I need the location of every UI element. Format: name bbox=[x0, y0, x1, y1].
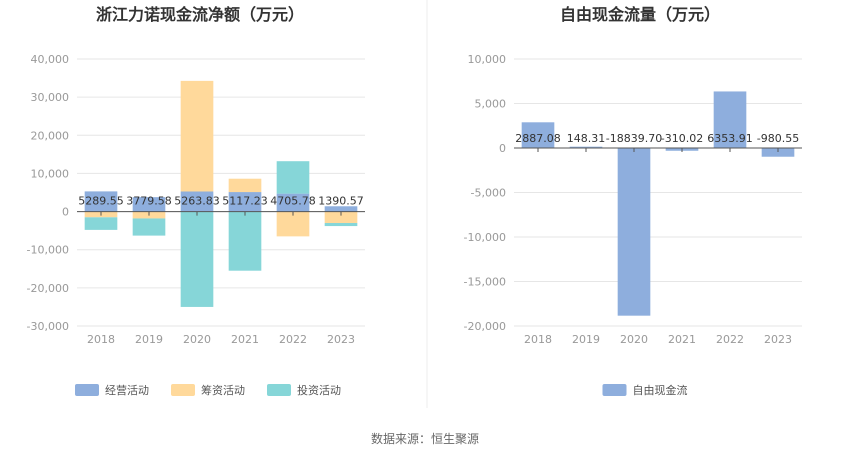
bar bbox=[761, 148, 795, 157]
y-tick-label: 20,000 bbox=[31, 129, 70, 142]
legend-label: 自由现金流 bbox=[633, 383, 688, 397]
y-tick-label: -10,000 bbox=[27, 244, 69, 257]
x-tick-label: 2018 bbox=[524, 333, 552, 346]
y-tick-label: 30,000 bbox=[31, 91, 70, 104]
y-tick-label: 10,000 bbox=[31, 167, 70, 180]
data-label: 5289.55 bbox=[78, 195, 124, 208]
y-tick-label: 0 bbox=[499, 142, 506, 155]
data-label: -18839.70 bbox=[606, 132, 662, 145]
bar bbox=[324, 206, 358, 212]
bar bbox=[324, 223, 358, 227]
x-tick-label: 2022 bbox=[279, 333, 307, 346]
bar bbox=[324, 211, 358, 224]
x-tick-label: 2020 bbox=[183, 333, 211, 346]
y-tick-label: 40,000 bbox=[31, 53, 70, 66]
y-tick-label: -20,000 bbox=[27, 282, 69, 295]
bar bbox=[180, 191, 214, 212]
data-label: 2887.08 bbox=[515, 132, 561, 145]
bar bbox=[84, 191, 118, 212]
y-tick-label: 10,000 bbox=[468, 53, 507, 66]
x-tick-label: 2020 bbox=[620, 333, 648, 346]
data-label: 3779.58 bbox=[126, 195, 172, 208]
y-tick-label: -10,000 bbox=[464, 231, 506, 244]
legend-item[interactable]: 投资活动 bbox=[267, 383, 341, 397]
data-label: -310.02 bbox=[661, 132, 703, 145]
bar bbox=[276, 193, 310, 212]
x-tick-label: 2023 bbox=[764, 333, 792, 346]
y-tick-label: -30,000 bbox=[27, 320, 69, 333]
legend-swatch bbox=[75, 384, 99, 396]
bar bbox=[276, 161, 310, 194]
data-label: 5117.23 bbox=[222, 195, 268, 208]
free-cash-flow-chart: 自由现金流量（万元） 10,000 5,000 0 -5,000 -10,000 -15,… bbox=[464, 5, 802, 397]
cash-flow-net-chart: 浙江力诺现金流净额（万元） 40,000 30,000 20,000 10,000 0 -… bbox=[27, 5, 365, 397]
x-tick-label: 2019 bbox=[135, 333, 163, 346]
y-tick-label: 0 bbox=[62, 206, 69, 219]
legend-label: 筹资活动 bbox=[201, 383, 245, 397]
bar bbox=[228, 192, 262, 212]
bar bbox=[713, 91, 747, 148]
legend-swatch bbox=[171, 384, 195, 396]
bar bbox=[132, 218, 166, 236]
bar bbox=[276, 211, 310, 237]
data-label: 6353.91 bbox=[707, 132, 753, 145]
data-label: 4705.78 bbox=[270, 195, 316, 208]
y-tick-label: -5,000 bbox=[471, 187, 506, 200]
data-source: 数据来源：恒生聚源 bbox=[371, 431, 479, 446]
legend-label: 经营活动 bbox=[105, 383, 149, 397]
chart-title: 自由现金流量（万元） bbox=[560, 5, 720, 24]
bar bbox=[228, 211, 262, 271]
bar bbox=[617, 148, 651, 316]
bar bbox=[132, 197, 166, 212]
legend-item[interactable]: 筹资活动 bbox=[171, 383, 245, 397]
data-label: 148.31 bbox=[567, 132, 606, 145]
x-tick-label: 2018 bbox=[87, 333, 115, 346]
bar bbox=[569, 146, 603, 148]
legend-item[interactable]: 经营活动 bbox=[75, 383, 149, 397]
y-tick-label: 5,000 bbox=[475, 98, 507, 111]
data-label: 5263.83 bbox=[174, 195, 220, 208]
bar bbox=[180, 211, 214, 307]
x-tick-label: 2023 bbox=[327, 333, 355, 346]
bar bbox=[521, 122, 555, 148]
chart-title: 浙江力诺现金流净额（万元） bbox=[96, 5, 304, 24]
bar bbox=[84, 217, 118, 230]
x-tick-label: 2021 bbox=[668, 333, 696, 346]
x-tick-label: 2022 bbox=[716, 333, 744, 346]
legend-swatch bbox=[602, 384, 627, 396]
y-tick-label: -15,000 bbox=[464, 276, 506, 289]
legend-swatch bbox=[267, 384, 291, 396]
data-label: 1390.57 bbox=[318, 195, 364, 208]
legend-label: 投资活动 bbox=[297, 383, 341, 397]
x-tick-label: 2019 bbox=[572, 333, 600, 346]
legend-item[interactable]: 自由现金流 bbox=[602, 383, 688, 397]
bar bbox=[228, 178, 262, 193]
y-tick-label: -20,000 bbox=[464, 320, 506, 333]
bar bbox=[180, 80, 214, 192]
data-label: -980.55 bbox=[757, 132, 799, 145]
x-tick-label: 2021 bbox=[231, 333, 259, 346]
